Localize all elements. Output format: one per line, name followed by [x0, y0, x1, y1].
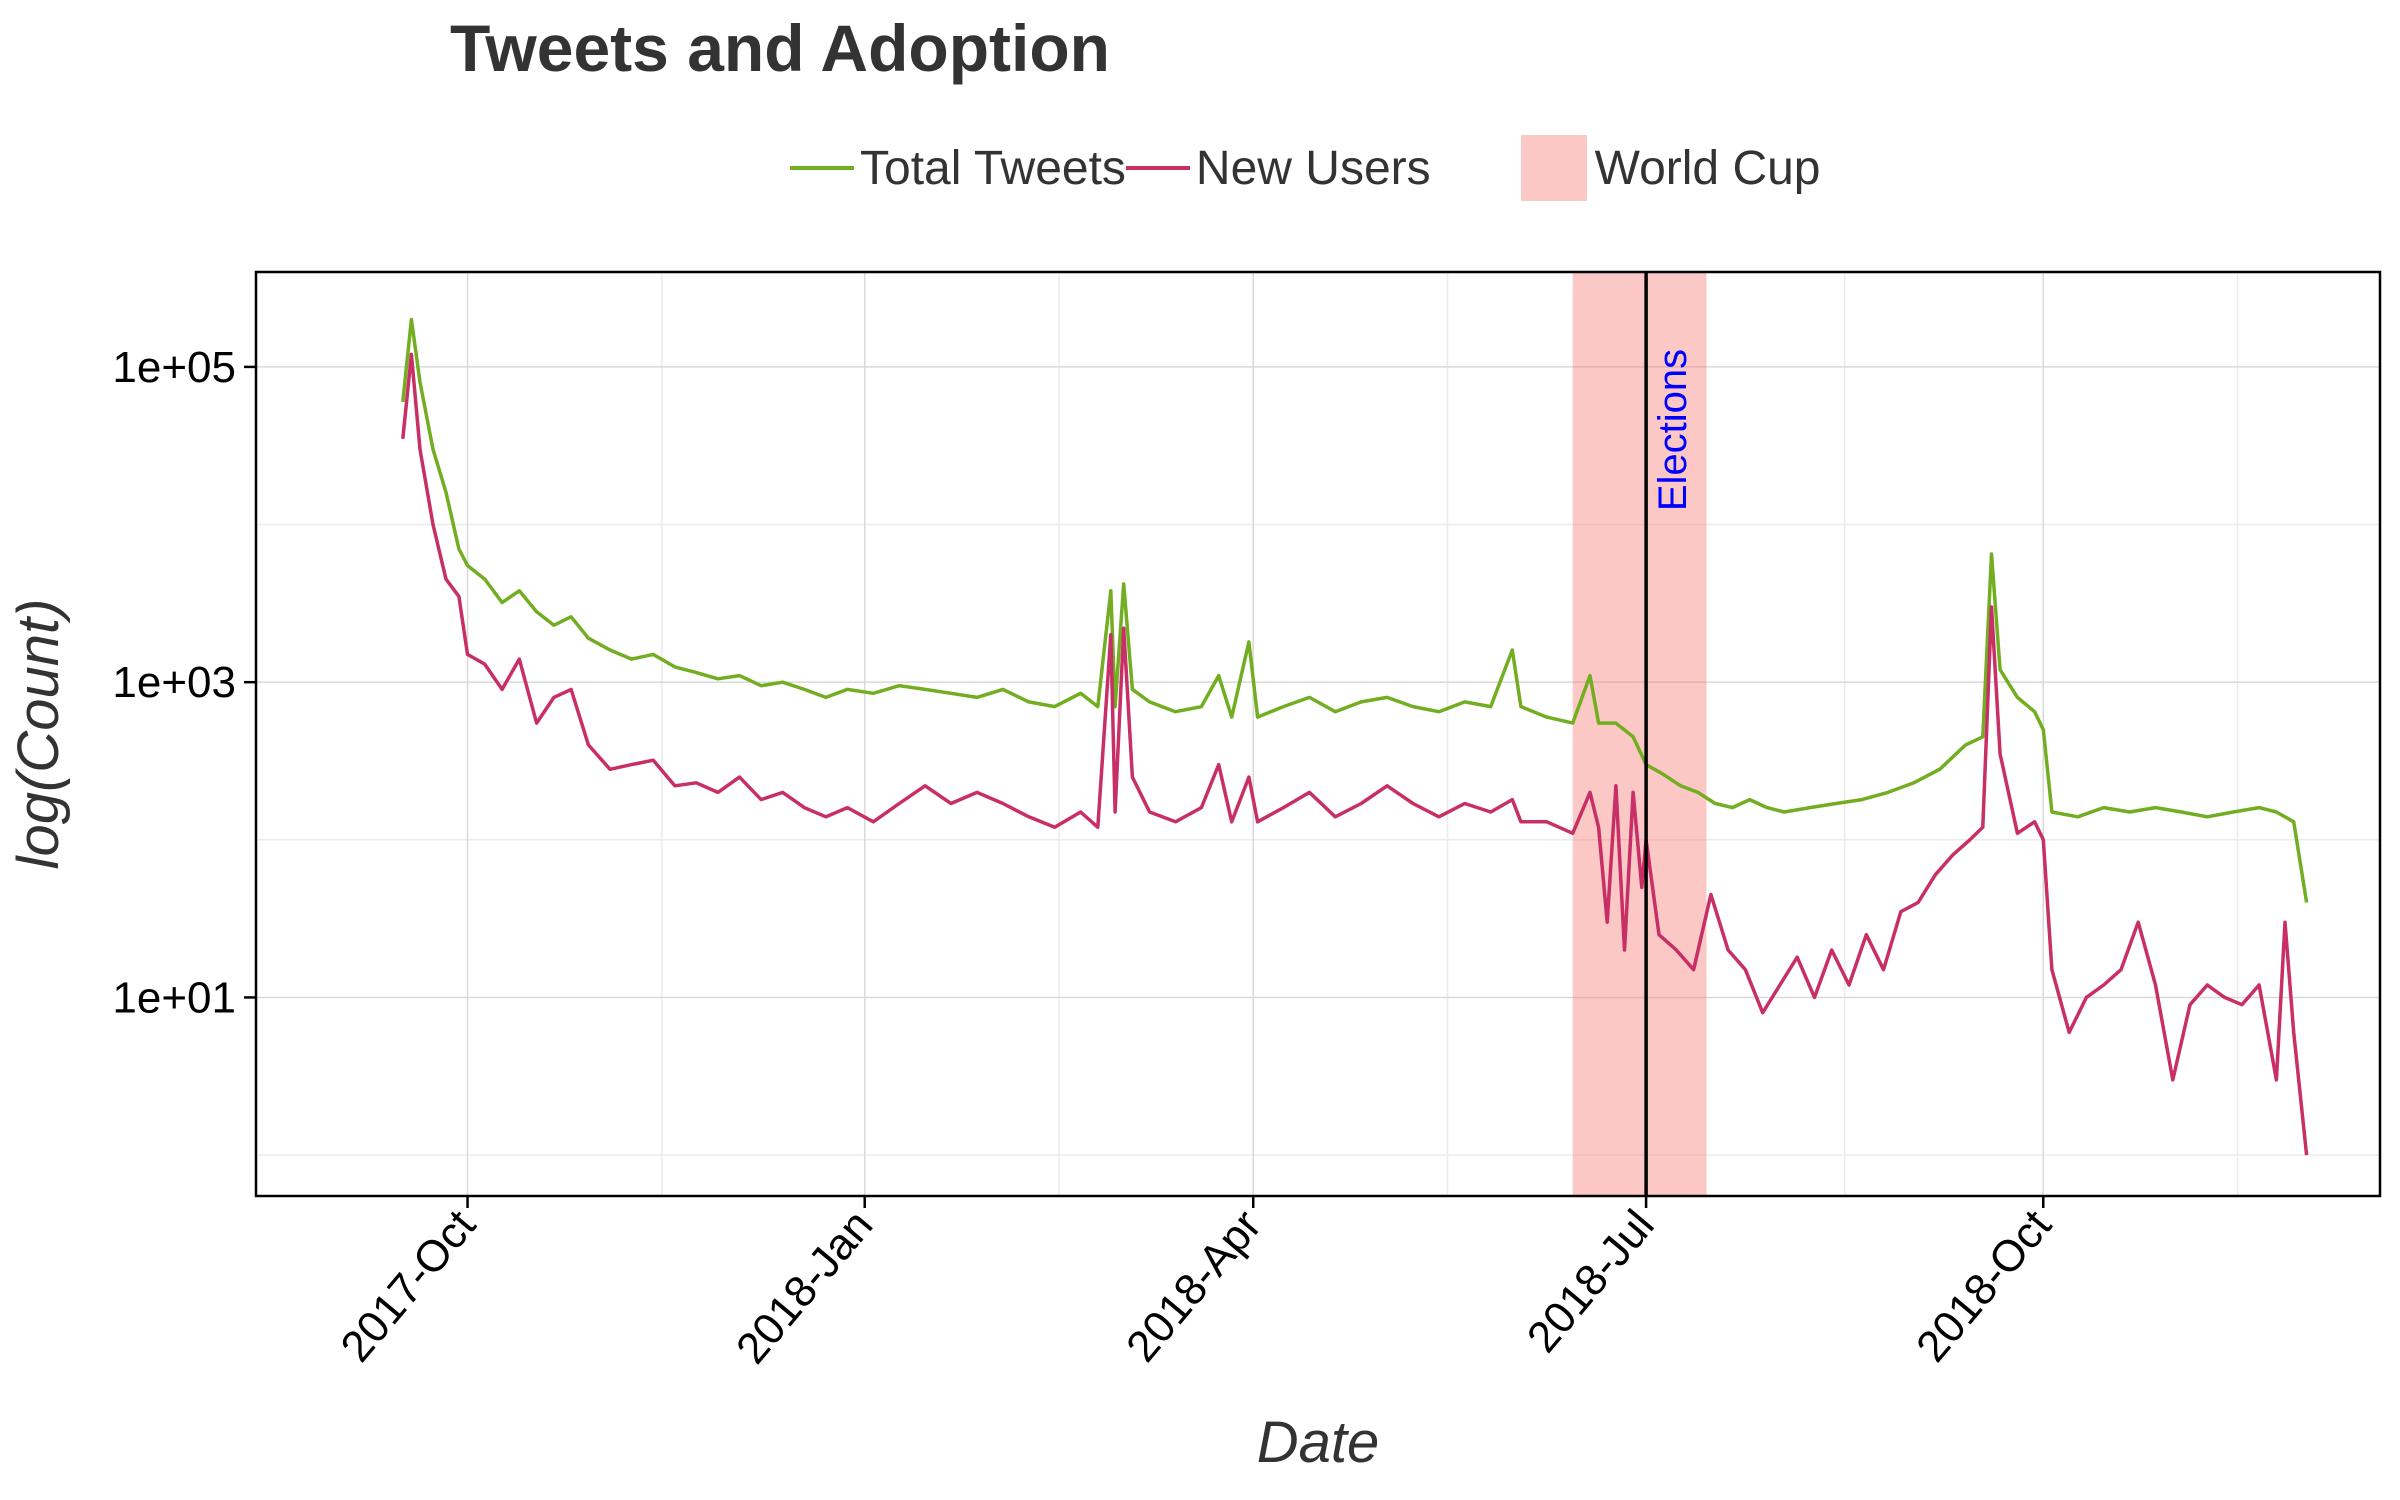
y-tick-label: 1e+05 — [112, 343, 236, 392]
total-tweets-line — [401, 317, 2309, 903]
legend-key-new-users — [1125, 166, 1190, 170]
legend-item-total-tweets: Total Tweets — [790, 141, 1126, 196]
x-tick-label: 2018-Apr — [1117, 1201, 1271, 1371]
y-axis-title: log(Count) — [6, 599, 71, 870]
y-tick-label: 1e+03 — [112, 658, 236, 707]
x-tick-label: 2018-Jul — [1518, 1201, 1664, 1362]
chart-title: Tweets and Adoption — [450, 11, 1110, 85]
legend-label-new-users: New Users — [1195, 141, 1431, 195]
x-tick-label: 2017-Oct — [331, 1201, 485, 1371]
new-users-line — [401, 352, 2309, 1156]
legend-key-total-tweets — [790, 166, 854, 170]
legend: Total Tweets New Users World Cup — [790, 128, 1821, 208]
legend-item-world-cup: World Cup — [1520, 135, 1821, 201]
y-tick-label: 1e+01 — [112, 973, 236, 1022]
legend-label-world-cup: World Cup — [1594, 141, 1821, 195]
elections-label: Elections — [1651, 349, 1695, 511]
legend-item-new-users: New Users — [1125, 141, 1431, 196]
x-axis-title: Date — [1257, 1410, 1380, 1475]
x-tick-label: 2018-Oct — [1907, 1201, 2061, 1371]
world-cup-band — [1572, 272, 1707, 1196]
x-tick-label: 2018-Jan — [727, 1201, 882, 1373]
legend-label-total-tweets: Total Tweets — [860, 141, 1126, 195]
plot-area — [256, 272, 2380, 1196]
legend-key-world-cup — [1520, 135, 1587, 201]
plot-frame — [254, 270, 2382, 1198]
